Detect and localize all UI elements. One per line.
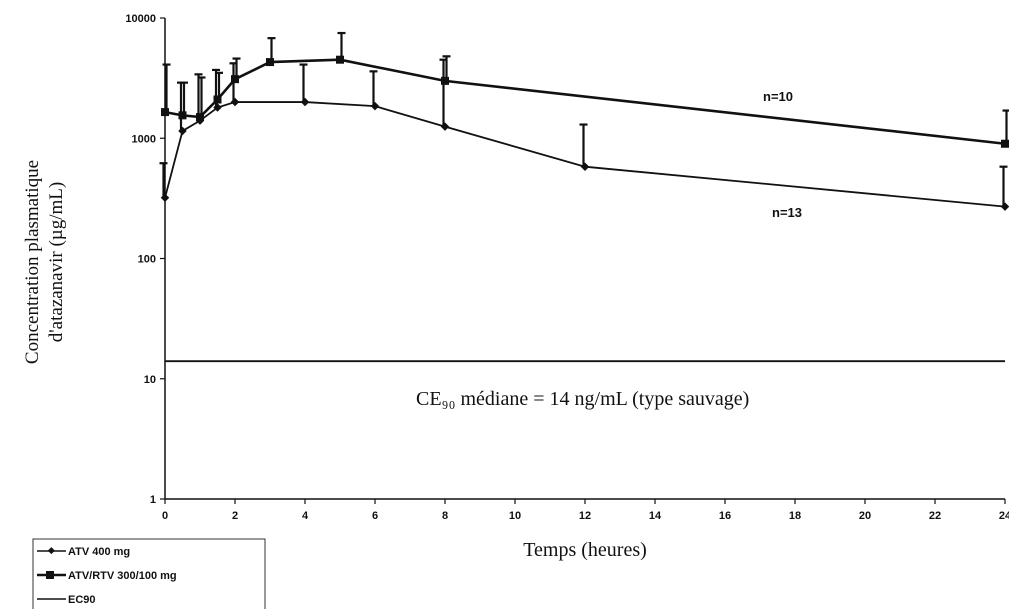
legend-square-marker	[46, 571, 54, 579]
annotation-n13: n=13	[772, 205, 802, 220]
x-tick-label: 24	[999, 510, 1009, 522]
x-tick-label: 12	[579, 510, 591, 522]
y-tick-label: 10	[144, 374, 156, 386]
data-point-diamond	[230, 97, 240, 107]
data-point-diamond	[300, 97, 310, 107]
x-tick-label: 16	[719, 510, 731, 522]
data-point-square	[266, 58, 274, 67]
x-tick-label: 2	[232, 510, 238, 522]
y-axis-label-line1: Concentration plasmatique	[22, 160, 43, 364]
annotation-n10: n=10	[763, 89, 793, 104]
y-tick-label: 1000	[132, 133, 156, 145]
data-point-diamond	[440, 122, 450, 131]
x-tick-label: 18	[789, 510, 801, 522]
data-point-square	[213, 95, 222, 104]
data-point-square	[196, 113, 204, 122]
legend-item-ec90: EC90	[37, 594, 96, 606]
legend-label-ec90: EC90	[68, 594, 96, 606]
data-point-square	[1001, 139, 1009, 148]
legend-item-atv-rtv: ATV/RTV 300/100 mg	[37, 570, 177, 582]
y-tick-label: 10000	[125, 13, 156, 25]
x-tick-label: 6	[372, 510, 378, 522]
x-axis-label: Temps (heures)	[523, 539, 647, 561]
data-point-diamond	[213, 103, 222, 112]
x-tick-label: 0	[162, 510, 168, 522]
data-point-diamond	[580, 162, 590, 171]
data-point-diamond	[1000, 202, 1009, 211]
data-point-square	[336, 55, 344, 64]
series-line-atv-400-mg	[164, 101, 1006, 208]
data-point-square	[178, 111, 187, 120]
data-point-diamond	[370, 101, 380, 111]
x-tick-label: 4	[302, 510, 309, 522]
data-point-diamond	[160, 193, 170, 202]
legend-box	[32, 538, 266, 609]
y-ticks: 1 10 100 1000 10000	[125, 13, 165, 506]
data-point-square	[231, 75, 239, 84]
data-point-square	[161, 108, 169, 117]
x-tick-label: 22	[929, 510, 941, 522]
x-ticks: 0 2 4 6 8 10 12 14 16 18 20 22 24	[162, 499, 1009, 522]
series-layer	[159, 31, 1009, 363]
legend-label-atv-400: ATV 400 mg	[68, 546, 130, 558]
x-tick-label: 20	[859, 510, 871, 522]
series-atv-400-mg	[159, 58, 1009, 211]
legend-label-atv-rtv: ATV/RTV 300/100 mg	[68, 570, 177, 582]
x-tick-label: 8	[442, 510, 448, 522]
y-tick-label: 100	[138, 254, 156, 266]
y-tick-label: 1	[150, 494, 156, 506]
y-axis-label-line2: d'atazanavir (µg/mL)	[46, 182, 67, 343]
x-tick-label: 14	[649, 510, 662, 522]
data-point-square	[441, 76, 449, 85]
series-atv-rtv-300-100-mg	[161, 31, 1009, 148]
data-point-diamond	[178, 126, 187, 136]
x-tick-label: 10	[509, 510, 521, 522]
ec90-label: CE₉₀ médiane = 14 ng/mL (type sauvage)	[416, 388, 749, 410]
axes	[164, 18, 1005, 500]
legend: ATV 400 mg ATV/RTV 300/100 mg EC90	[32, 538, 266, 609]
